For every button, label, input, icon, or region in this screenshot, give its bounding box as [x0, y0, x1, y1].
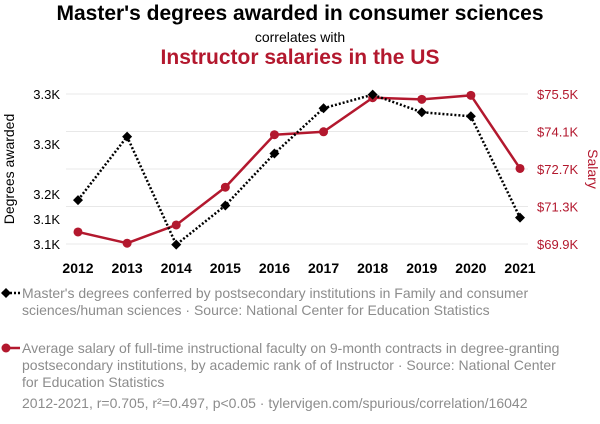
series-layer: [73, 89, 525, 250]
x-tick-label: 2018: [357, 260, 388, 276]
salary-point: [319, 127, 329, 137]
legend-marker-degrees-diamond: [1, 288, 11, 298]
legend-text-degrees: Master's degrees conferred by postsecond…: [22, 285, 529, 318]
degrees-point: [269, 148, 280, 159]
legend-markers: [1, 288, 20, 353]
x-tick-label: 2015: [210, 260, 241, 276]
salary-point: [417, 94, 427, 104]
x-tick-label: 2017: [308, 260, 339, 276]
degrees-series-line: [77, 93, 522, 247]
chart-connector: correlates with: [254, 29, 346, 45]
degrees-point: [515, 212, 525, 223]
legend-marker-salary-circle: [1, 343, 11, 353]
degrees-point: [122, 131, 133, 142]
degrees-point: [318, 103, 329, 114]
footer-stats: 2012-2021, r=0.705, r²=0.497, p<0.05 · t…: [22, 395, 528, 411]
chart-title: Master's degrees awarded in consumer sci…: [56, 2, 544, 25]
degrees-point: [171, 239, 182, 250]
y-left-tick-label: 3.1K: [33, 237, 60, 252]
y-right-tick-label: $69.9K: [537, 237, 579, 252]
x-tick-label: 2019: [406, 260, 437, 276]
degrees-point: [465, 111, 476, 122]
axis-labels: $69.9K $71.3K $72.7K $74.1K $75.5K 3.1K 3.1K 3.…: [1, 87, 600, 276]
y-right-tick-label: $72.7K: [537, 162, 579, 177]
salary-point: [220, 182, 230, 192]
y-right-tick-label: $71.3K: [537, 200, 579, 215]
x-tick-label: 2013: [112, 260, 143, 276]
degrees-point: [416, 107, 427, 118]
salary-point: [515, 163, 525, 173]
y-left-tick-label: 3.1K: [33, 212, 60, 227]
legend-text-salary: Average salary of full-time instructiona…: [22, 340, 560, 390]
y-left-tick-label: 3.2K: [33, 187, 60, 202]
x-tick-label: 2012: [62, 260, 93, 276]
x-tick-label: 2021: [504, 260, 535, 276]
y-left-tick-label: 3.3K: [33, 87, 60, 102]
x-tick-label: 2020: [455, 260, 486, 276]
salary-series-line: [77, 94, 522, 245]
chart-subtitle: Instructor salaries in the US: [160, 46, 440, 69]
salary-point: [171, 220, 181, 230]
y-right-axis-label: Salary: [585, 149, 600, 189]
salary-point: [122, 238, 132, 248]
salary-point: [269, 130, 279, 140]
salary-point: [73, 227, 83, 237]
y-right-tick-label: $74.1K: [537, 125, 579, 140]
x-tick-label: 2014: [161, 260, 192, 276]
x-tick-label: 2016: [259, 260, 290, 276]
y-left-tick-label: 3.3K: [33, 137, 60, 152]
degrees-point: [367, 89, 378, 100]
y-right-tick-label: $75.5K: [537, 87, 579, 102]
salary-point: [466, 90, 476, 100]
y-left-axis-label: Degrees awarded: [1, 114, 17, 225]
degrees-point: [73, 195, 83, 206]
degrees-point: [220, 200, 231, 211]
